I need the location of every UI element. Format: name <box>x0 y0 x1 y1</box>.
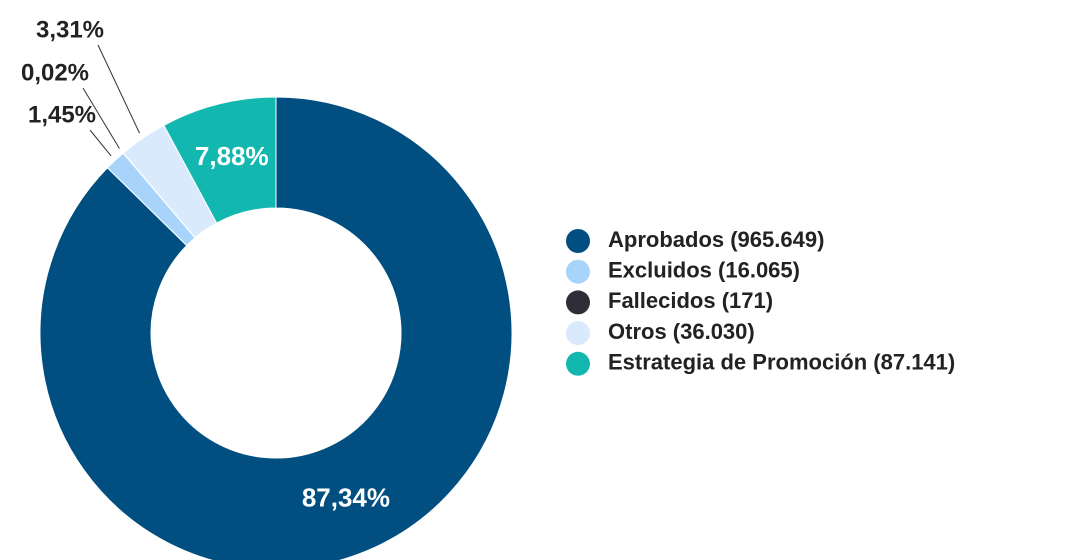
legend-marker <box>566 321 590 346</box>
slice-label: 0,02% <box>21 59 89 86</box>
legend-label: Excluidos (16.065) <box>608 258 800 283</box>
donut-slice <box>39 96 513 560</box>
leader-line <box>82 87 120 149</box>
legend-marker <box>566 351 590 376</box>
legend-label: Fallecidos (171) <box>608 288 773 313</box>
legend-label: Estrategia de Promoción (87.141) <box>608 350 955 375</box>
legend-marker <box>566 290 590 315</box>
donut-slice <box>163 96 277 224</box>
legend-label: Otros (36.030) <box>608 319 755 344</box>
legend-marker <box>566 259 590 284</box>
leader-line <box>89 129 112 157</box>
slice-label: 87,34% <box>302 482 390 512</box>
leader-line <box>97 44 140 134</box>
slice-label: 3,31% <box>36 16 104 43</box>
slice-label: 1,45% <box>28 101 96 128</box>
legend-label: Aprobados (965.649) <box>608 227 824 252</box>
legend-marker <box>566 229 590 253</box>
slice-label: 7,88% <box>195 141 269 171</box>
